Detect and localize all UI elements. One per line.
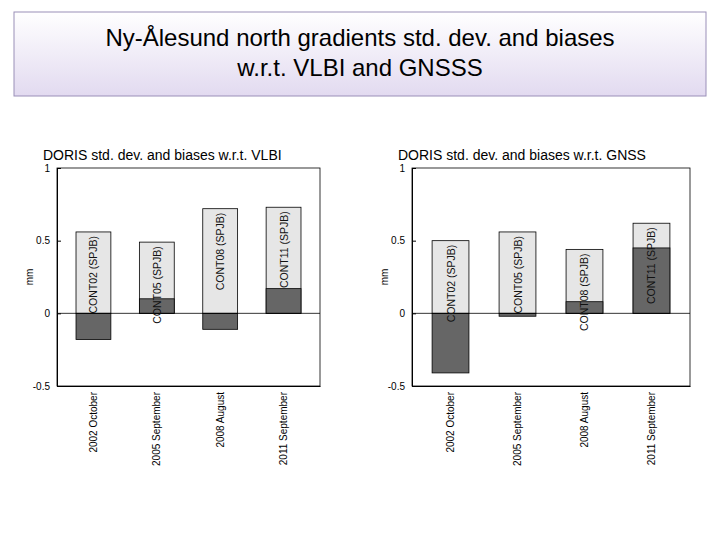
y-tick: 0.5 (36, 235, 61, 246)
y-axis-line (57, 169, 58, 387)
x-tick: 2002 October (88, 386, 99, 453)
x-axis: 2002 October 2005 September 2008 August 201… (58, 386, 321, 466)
x-tick-label: 2002 October (445, 391, 456, 452)
y-tick-mark (412, 241, 416, 242)
chart-title: DORIS std. dev. and biases w.r.t. VLBI (43, 147, 282, 163)
y-tick: 1 (399, 163, 416, 174)
x-tick-label: 2005 September (151, 391, 162, 466)
y-tick: 1 (44, 163, 61, 174)
x-axis-line (413, 386, 691, 387)
bar (633, 223, 670, 313)
x-tick: 2011 September (278, 386, 289, 465)
y-tick-label: 0.5 (36, 235, 50, 246)
x-axis: 2002 October 2005 September 2008 August 201… (413, 386, 691, 466)
y-tick-mark (57, 313, 61, 314)
y-tick-mark (412, 168, 416, 169)
bar (499, 232, 536, 313)
chart-title: DORIS std. dev. and biases w.r.t. GNSS (398, 147, 646, 163)
x-tick: 2005 September (151, 386, 162, 466)
y-tick-mark (412, 313, 416, 314)
bar-annotation: CONT11 (SPJB) (278, 211, 290, 288)
bars (76, 207, 301, 339)
y-axis-line (412, 169, 413, 387)
bar (203, 313, 238, 329)
y-tick-label: 1 (399, 163, 405, 174)
y-axis: -0.5 0 0.5 1 (33, 163, 61, 392)
y-tick-mark (57, 168, 61, 169)
bar (203, 209, 238, 314)
y-tick: -0.5 (33, 381, 61, 392)
plot-background (57, 168, 320, 386)
x-tick: 2008 August (579, 386, 590, 448)
bar (266, 207, 301, 313)
x-tick-label: 2011 September (278, 391, 289, 465)
bar-annotation: CONT11 (SPJB) (645, 227, 657, 304)
bar (76, 313, 111, 339)
bar (266, 289, 301, 314)
slide-title: Ny-Ålesund north gradients std. dev. and… (105, 24, 614, 51)
bar-annotation: CONT08 (SPJB) (214, 213, 226, 291)
plot-background (412, 168, 690, 386)
y-tick-label: 0 (399, 308, 405, 319)
chart: CONT02 (SPJB) CONT05 (SPJB) CONT08 (SPJB) C… (24, 147, 321, 466)
bar-annotation: CONT05 (SPJB) (151, 246, 163, 324)
x-tick-label: 2011 September (646, 391, 657, 465)
y-axis-title: mm (379, 269, 390, 286)
chart: CONT02 (SPJB) CONT05 (SPJB) CONT08 (SPJB) C… (379, 147, 691, 466)
bar-annotation: CONT02 (SPJB) (87, 236, 99, 314)
y-tick: 0 (399, 308, 416, 319)
bar (76, 232, 111, 313)
y-tick-label: -0.5 (388, 381, 406, 392)
y-tick-label: 1 (44, 163, 50, 174)
bar-annotation: CONT05 (SPJB) (512, 236, 524, 314)
y-tick-label: 0.5 (391, 235, 405, 246)
x-tick-label: 2005 September (512, 391, 523, 466)
x-axis-line (58, 386, 321, 387)
slide: Ny-Ålesund north gradients std. dev. and… (0, 0, 720, 540)
x-tick-label: 2008 August (579, 392, 590, 448)
slide-title: w.r.t. VLBI and GNSSS (236, 54, 482, 81)
y-tick: -0.5 (388, 381, 416, 392)
x-tick: 2002 October (445, 386, 456, 453)
y-axis: -0.5 0 0.5 1 (388, 163, 416, 392)
y-tick-label: 0 (44, 308, 50, 319)
y-tick-label: -0.5 (33, 381, 51, 392)
y-tick: 0 (44, 308, 61, 319)
title-box (14, 12, 706, 96)
x-tick: 2011 September (646, 386, 657, 465)
plot-frame (412, 168, 690, 386)
bars (432, 223, 670, 373)
y-tick-mark (57, 241, 61, 242)
x-tick: 2008 August (215, 386, 226, 448)
plot-frame (57, 168, 320, 386)
x-tick-label: 2008 August (215, 392, 226, 448)
x-tick-label: 2002 October (88, 391, 99, 452)
bar-annotation: CONT02 (SPJB) (445, 245, 457, 323)
y-axis-title: mm (24, 269, 35, 286)
y-tick: 0.5 (391, 235, 416, 246)
bar-annotation: CONT08 (SPJB) (578, 253, 590, 331)
x-tick: 2005 September (512, 386, 523, 466)
